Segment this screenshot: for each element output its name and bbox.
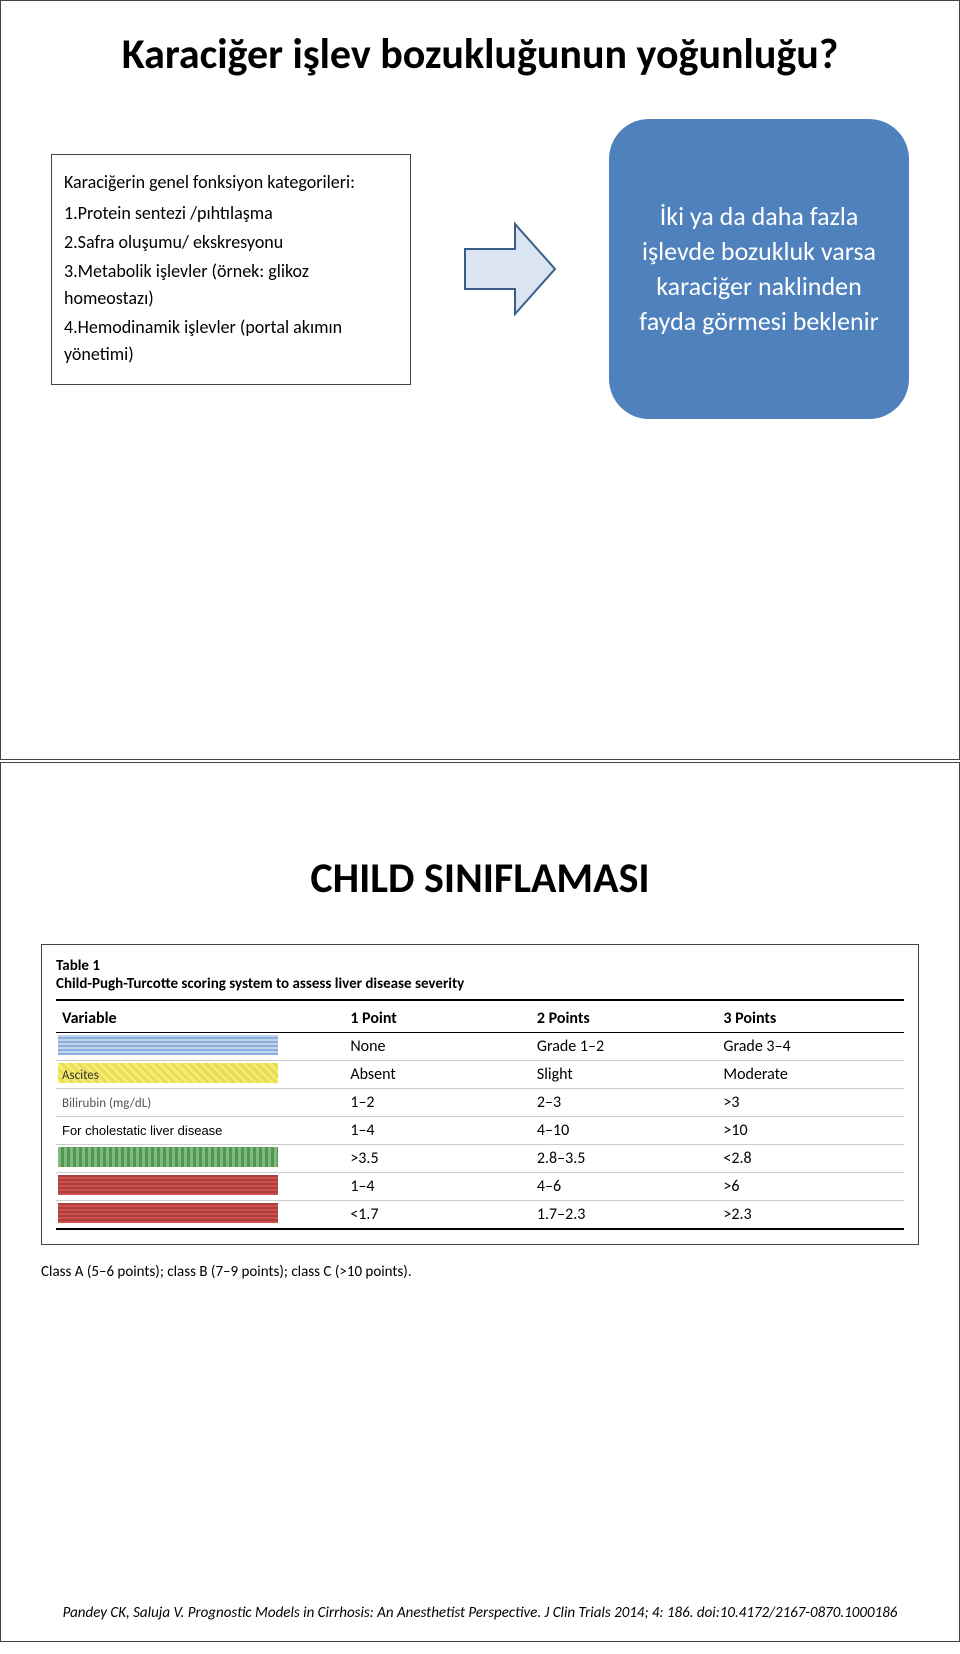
child-pugh-table-wrap: Table 1 Child-Pugh-Turcotte scoring syst…: [41, 944, 919, 1245]
cell: 4–10: [531, 1117, 718, 1145]
table-row: >3.5 2.8–3.5 <2.8: [56, 1145, 904, 1173]
row-hatch-green: [58, 1147, 278, 1167]
category-item: 2.Safra oluşumu/ ekskresyonu: [64, 229, 398, 256]
row-hatch-red: [58, 1175, 278, 1195]
col-3points: 3 Points: [717, 1005, 904, 1033]
table-row: <1.7 1.7–2.3 >2.3: [56, 1201, 904, 1230]
cell: >6: [717, 1173, 904, 1201]
slide1-body: Karaciğerin genel fonksiyon kategorileri…: [31, 119, 929, 419]
table-row: None Grade 1–2 Grade 3–4: [56, 1033, 904, 1061]
cell: 1–2: [344, 1089, 531, 1117]
col-2points: 2 Points: [531, 1005, 718, 1033]
table-header-row: Variable 1 Point 2 Points 3 Points: [56, 1005, 904, 1033]
cell: >3: [717, 1089, 904, 1117]
cell: >2.3: [717, 1201, 904, 1230]
cell: >10: [717, 1117, 904, 1145]
cell: 1–4: [344, 1117, 531, 1145]
category-item: 1.Protein sentezi /pıhtılaşma: [64, 200, 398, 227]
child-pugh-table: Variable 1 Point 2 Points 3 Points None …: [56, 1005, 904, 1230]
cell: Grade 1–2: [531, 1033, 718, 1061]
cell: 2–3: [531, 1089, 718, 1117]
class-note: Class A (5–6 points); class B (7–9 point…: [41, 1263, 919, 1281]
categories-header: Karaciğerin genel fonksiyon kategorileri…: [64, 169, 398, 196]
table-body: None Grade 1–2 Grade 3–4 Ascites Absent …: [56, 1033, 904, 1230]
cell: Slight: [531, 1061, 718, 1089]
row-label: Bilirubin (mg/dL): [62, 1096, 151, 1111]
cell: 4–6: [531, 1173, 718, 1201]
row-hatch-blue: [58, 1035, 278, 1055]
cell: 1.7–2.3: [531, 1201, 718, 1230]
slide-liver-function: Karaciğer işlev bozukluğunun yoğunluğu? …: [0, 0, 960, 760]
table-caption: Child-Pugh-Turcotte scoring system to as…: [56, 975, 904, 1001]
categories-box: Karaciğerin genel fonksiyon kategorileri…: [51, 154, 411, 385]
cell: >3.5: [344, 1145, 531, 1173]
cell: 1–4: [344, 1173, 531, 1201]
slide-child-classification: CHILD SINIFLAMASI Table 1 Child-Pugh-Tur…: [0, 762, 960, 1642]
bubble-text: İki ya da daha fazla işlevde bozukluk va…: [639, 199, 879, 339]
row-label: Ascites: [62, 1068, 99, 1083]
table-row: Bilirubin (mg/dL) 1–2 2–3 >3: [56, 1089, 904, 1117]
slide1-title: Karaciğer işlev bozukluğunun yoğunluğu?: [31, 31, 929, 79]
cell: Absent: [344, 1061, 531, 1089]
cell: 2.8–3.5: [531, 1145, 718, 1173]
row-hatch-red: [58, 1203, 278, 1223]
slide2-title: CHILD SINIFLAMASI: [31, 853, 929, 904]
arrow-icon: [450, 209, 570, 329]
table-label: Table 1: [56, 957, 904, 975]
col-variable: Variable: [56, 1005, 344, 1033]
table-row: Ascites Absent Slight Moderate: [56, 1061, 904, 1089]
conclusion-bubble: İki ya da daha fazla işlevde bozukluk va…: [609, 119, 909, 419]
cell: <2.8: [717, 1145, 904, 1173]
cell: <1.7: [344, 1201, 531, 1230]
col-1point: 1 Point: [344, 1005, 531, 1033]
cell: Grade 3–4: [717, 1033, 904, 1061]
cell: Moderate: [717, 1061, 904, 1089]
cholestatic-note: For cholestatic liver disease: [62, 1123, 222, 1138]
category-item: 4.Hemodinamik işlevler (portal akımın yö…: [64, 314, 398, 368]
citation: Pandey CK, Saluja V. Prognostic Models i…: [41, 1604, 919, 1624]
table-row: For cholestatic liver disease 1–4 4–10 >…: [56, 1117, 904, 1145]
category-item: 3.Metabolik işlevler (örnek: glikoz home…: [64, 258, 398, 312]
table-row: 1–4 4–6 >6: [56, 1173, 904, 1201]
cell: None: [344, 1033, 531, 1061]
